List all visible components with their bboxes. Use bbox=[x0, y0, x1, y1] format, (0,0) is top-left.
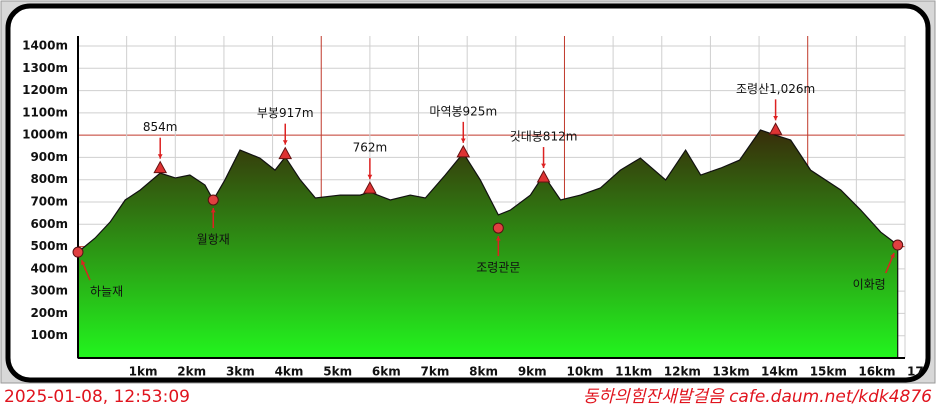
x-tick-label: 15km bbox=[810, 365, 847, 379]
credit: 동하의힘잔새발걸음 cafe.daum.net/kdk4876 bbox=[583, 387, 932, 407]
timestamp: 2025-01-08, 12:53:09 bbox=[4, 387, 190, 407]
peak-label: 깃대봉812m bbox=[510, 130, 578, 144]
peak-marker bbox=[153, 160, 168, 174]
y-tick-label: 1200m bbox=[22, 83, 68, 97]
peak-marker bbox=[536, 169, 551, 183]
x-tick-label: 5km bbox=[323, 365, 352, 379]
arrow-head bbox=[282, 140, 288, 145]
peak-label: 마역봉925m bbox=[429, 104, 497, 118]
peak-marker bbox=[768, 122, 783, 135]
y-tick-label: 1300m bbox=[22, 61, 68, 75]
x-tick-label: 2km bbox=[177, 365, 206, 379]
x-tick-label: 6km bbox=[372, 365, 401, 379]
pass-marker bbox=[72, 246, 84, 258]
y-tick-label: 700m bbox=[30, 195, 68, 209]
y-tick-label: 900m bbox=[30, 150, 68, 164]
pass-label: 이화령 bbox=[853, 278, 886, 292]
x-tick-label: 1km bbox=[129, 365, 158, 379]
arrow-head bbox=[81, 260, 86, 266]
peak-label: 854m bbox=[143, 120, 178, 134]
x-tick-label: 8km bbox=[469, 365, 498, 379]
peak-label: 762m bbox=[353, 141, 388, 155]
x-tick-label: 13km bbox=[712, 365, 749, 379]
x-tick-label: 14km bbox=[761, 365, 798, 379]
x-tick-label: 4km bbox=[275, 365, 304, 379]
pass-marker bbox=[207, 194, 219, 206]
y-tick-label: 800m bbox=[30, 172, 68, 186]
arrow-head bbox=[495, 236, 501, 241]
y-tick-label: 1400m bbox=[22, 39, 68, 53]
elevation-area bbox=[77, 129, 899, 359]
arrow-head bbox=[773, 115, 778, 121]
pass-label: 하늘재 bbox=[90, 285, 123, 299]
y-tick-label: 300m bbox=[30, 284, 68, 298]
peak-label: 부봉917m bbox=[257, 106, 314, 120]
arrow-head bbox=[210, 207, 216, 213]
y-tick-label: 100m bbox=[30, 328, 68, 342]
y-tick-label: 500m bbox=[30, 239, 68, 253]
pass-label: 월항재 bbox=[197, 232, 230, 246]
y-tick-label: 1100m bbox=[22, 105, 68, 119]
x-tick-label: 3km bbox=[226, 365, 255, 379]
peak-marker bbox=[456, 144, 471, 158]
peak-label: 조령산1,026m bbox=[736, 82, 815, 96]
y-tick-label: 1000m bbox=[22, 128, 68, 142]
x-tick-label: 16km bbox=[858, 365, 895, 379]
pass-label: 조령관문 bbox=[476, 261, 520, 275]
y-tick-label: 400m bbox=[30, 261, 68, 275]
x-tick-label: 12km bbox=[664, 365, 701, 379]
x-tick-label: 7km bbox=[421, 365, 450, 379]
pass-marker bbox=[492, 222, 504, 234]
x-tick-label: 9km bbox=[518, 365, 547, 379]
x-tick-label: 11km bbox=[615, 365, 652, 379]
arrow-head bbox=[541, 163, 546, 169]
y-tick-label: 600m bbox=[30, 217, 68, 231]
peak-marker bbox=[363, 181, 377, 194]
arrow-head bbox=[157, 154, 163, 159]
arrow-head bbox=[460, 138, 466, 143]
peak-marker bbox=[278, 146, 293, 160]
arrow-head bbox=[367, 174, 373, 180]
x-tick-label: 17 bbox=[907, 365, 924, 379]
arrow-head bbox=[890, 253, 895, 258]
pass-marker bbox=[892, 239, 904, 251]
x-tick-label: 10km bbox=[566, 365, 603, 379]
y-tick-label: 200m bbox=[30, 306, 68, 320]
